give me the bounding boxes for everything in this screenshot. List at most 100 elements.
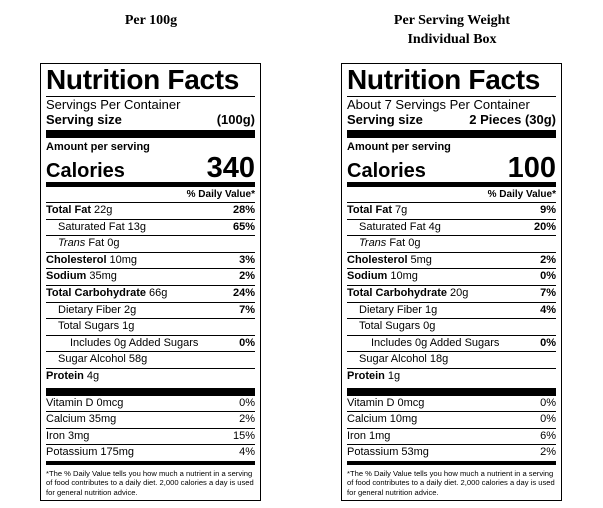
vitamin-dv: 4% [239, 446, 255, 459]
vitamin-dv: 0% [540, 413, 556, 426]
nutrient-name: Sodium [347, 270, 388, 283]
nutrient-amount: 13g [127, 220, 147, 233]
nutrient-amount: 1g [424, 303, 438, 316]
nutrient: Total Fat 22g [46, 203, 112, 219]
amount-per-serving: Amount per serving [46, 141, 150, 153]
nutrient-name: Fat [88, 237, 105, 250]
vitamin-amount: 35mg [88, 413, 117, 426]
nutrient-name: Sodium [46, 270, 87, 283]
nutrient: Dietary Fiber 1g [347, 303, 437, 319]
vitamin: Calcium 10mg [347, 412, 417, 428]
nutrient-amount: 18g [429, 353, 449, 366]
nutrient-amount: 0g [408, 237, 421, 250]
nutrient-amount: 20g [450, 286, 469, 299]
vitamin-name: Potassium [347, 446, 399, 459]
vitamin-name: Iron [347, 429, 366, 442]
nutrient-row: Total Sugars 0g [347, 318, 556, 335]
nutrient: Cholesterol 10mg [46, 253, 137, 269]
nutrient-amount: 5mg [410, 253, 432, 266]
nutrient-dv: 0% [540, 336, 556, 349]
nutrient-dv: 24% [232, 286, 255, 299]
nutrient: Total Sugars 1g [46, 319, 134, 335]
serving-size: (100g) [216, 112, 255, 127]
calories-label: Calories [46, 160, 125, 182]
nutrient-name: Includes 0g Added Sugars [371, 336, 500, 349]
vitamin-dv: 0% [540, 396, 556, 409]
nutrient-italic: Trans [359, 237, 387, 250]
daily-value-header: % Daily Value* [186, 189, 255, 200]
nutrient-row: Saturated Fat 4g 20% [347, 218, 556, 236]
calories-row: Calories 340 [46, 154, 255, 183]
nutrient-amount: 7g [395, 204, 408, 216]
nutrient-row: Protein 4g [46, 367, 255, 385]
servings: Servings Per Container [46, 97, 181, 112]
thick-bar [46, 130, 255, 138]
vitamin-row: Vitamin D 0mcg 0% [46, 396, 255, 412]
nutrient-dv: 2% [239, 270, 255, 283]
nutrition-label: Nutrition Facts Servings Per Container Ser… [40, 63, 261, 502]
vitamin: Calcium 35mg [46, 412, 116, 428]
vitamin-dv: 2% [239, 413, 255, 426]
nutrient: Total Carbohydrate 66g [46, 286, 167, 302]
nutrient: Cholesterol 5mg [347, 253, 432, 269]
vitamin-amount: 0mcg [397, 396, 425, 409]
footnote: *The % Daily Value tells you how much a … [347, 468, 555, 497]
nutrient: Sodium 10mg [347, 269, 418, 285]
nutrient-row: Cholesterol 5mg 2% [347, 251, 556, 269]
nutrient-dv: 4% [540, 303, 556, 316]
nutrient: Includes 0g Added Sugars [347, 336, 499, 352]
medium-bar [46, 182, 255, 187]
nutrient-name: Total Fat [347, 204, 393, 216]
label-title: Nutrition Facts [347, 64, 541, 95]
nutrient-name: Total Sugars [58, 320, 120, 333]
nutrient: Total Carbohydrate 20g [347, 286, 468, 302]
nutrient-name: Dietary Fiber [359, 303, 422, 316]
heading-line: Individual Box [407, 32, 497, 47]
nutrient-amount: 4g [86, 369, 100, 382]
divider [347, 96, 556, 97]
vitamin-name: Potassium [46, 446, 98, 459]
vitamin-amount: 1mg [368, 429, 391, 442]
vitamin-name: Calcium [347, 413, 387, 426]
nutrient-name: Includes 0g Added Sugars [70, 336, 199, 349]
nutrient-name: Protein [347, 369, 385, 382]
nutrient-amount: 35mg [89, 270, 117, 283]
calories: 100 [507, 152, 556, 184]
nutrient-name: Sugar Alcohol [58, 353, 126, 366]
vitamin-dv: 15% [232, 429, 255, 442]
nutrient-dv: 7% [540, 286, 556, 299]
vitamin-name: Iron [46, 429, 65, 442]
serving-size-label: Serving size [347, 112, 423, 127]
vitamin: Potassium 53mg [347, 445, 429, 461]
vitamin-amount: 53mg [401, 446, 429, 459]
nutrient-dv: 0% [540, 270, 556, 283]
nutrient-row: Trans Fat 0g [46, 235, 255, 252]
nutrient-amount: 4g [428, 220, 441, 233]
nutrient-name: Cholesterol [46, 253, 107, 266]
nutrient-row: Sodium 35mg 2% [46, 268, 255, 285]
serving-size: 2 Pieces (30g) [469, 112, 556, 127]
vitamin-amount: 10mg [389, 413, 418, 426]
nutrient-name: Total Carbohydrate [46, 286, 147, 299]
heading-line: Per Serving Weight [393, 13, 511, 28]
vitamin-row: Calcium 10mg 0% [347, 411, 556, 428]
nutrient: Includes 0g Added Sugars [46, 336, 198, 352]
vitamin-row: Calcium 35mg 2% [46, 411, 255, 428]
nutrient-amount: 0g [423, 320, 436, 333]
label-title: Nutrition Facts [46, 64, 240, 95]
nutrient-name: Saturated Fat [359, 220, 426, 233]
serving-size-label: Serving size [46, 112, 122, 127]
vitamin: Iron 1mg [347, 429, 390, 445]
nutrient: Protein 1g [347, 369, 400, 385]
nutrition-label: Nutrition Facts About 7 Servings Per Cont… [341, 63, 562, 502]
daily-value-header: % Daily Value* [487, 189, 556, 200]
vitamin: Potassium 175mg [46, 445, 134, 461]
vitamin: Vitamin D 0mcg [347, 396, 424, 412]
nutrient-name: Protein [46, 369, 84, 382]
servings-row: About 7 Servings Per Container [347, 97, 556, 112]
nutrient-dv: 3% [239, 253, 255, 266]
nutrient-row: Total Fat 22g 28% [46, 202, 255, 219]
nutrient-row: Total Carbohydrate 20g 7% [347, 284, 556, 302]
nutrient-amount: 0g [107, 237, 120, 250]
